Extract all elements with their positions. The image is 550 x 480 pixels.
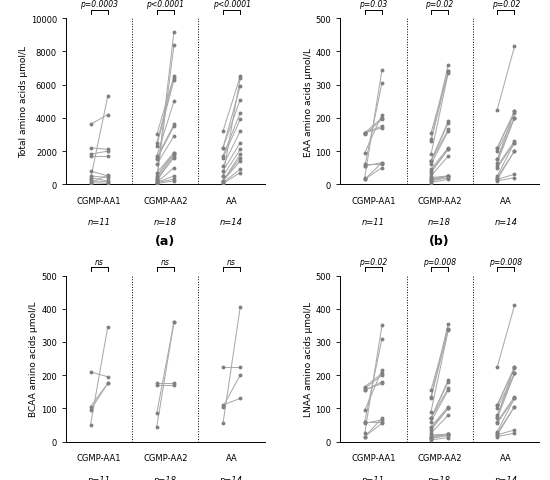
Text: (a): (a)	[155, 235, 175, 248]
Text: p=0.02: p=0.02	[492, 0, 520, 9]
Text: AA: AA	[500, 196, 512, 205]
Text: p=0.03: p=0.03	[359, 0, 388, 9]
Text: ns: ns	[227, 257, 236, 266]
Text: ns: ns	[161, 257, 170, 266]
Text: p<0.0001: p<0.0001	[146, 0, 184, 9]
Text: n=14: n=14	[494, 475, 518, 480]
Text: n=14: n=14	[494, 218, 518, 227]
Y-axis label: EAA amino acids μmol/L: EAA amino acids μmol/L	[304, 48, 312, 156]
Text: CGMP-AA1: CGMP-AA1	[351, 453, 395, 462]
Text: n=11: n=11	[87, 475, 111, 480]
Y-axis label: BCAA amino acids μmol/L: BCAA amino acids μmol/L	[29, 301, 38, 417]
Y-axis label: LNAA amino acids μmol/L: LNAA amino acids μmol/L	[304, 301, 312, 416]
Text: n=18: n=18	[154, 475, 177, 480]
Text: n=18: n=18	[154, 218, 177, 227]
Text: CGMP-AA1: CGMP-AA1	[351, 196, 395, 205]
Text: n=11: n=11	[87, 218, 111, 227]
Text: (b): (b)	[430, 235, 450, 248]
Text: AA: AA	[226, 196, 238, 205]
Text: p<0.0001: p<0.0001	[213, 0, 251, 9]
Text: CGMP-AA1: CGMP-AA1	[77, 196, 122, 205]
Text: CGMP-AA2: CGMP-AA2	[417, 453, 462, 462]
Text: n=18: n=18	[428, 475, 451, 480]
Text: n=14: n=14	[220, 475, 243, 480]
Text: p=0.008: p=0.008	[423, 257, 456, 266]
Text: p=0.02: p=0.02	[426, 0, 454, 9]
Text: p=0.0003: p=0.0003	[80, 0, 118, 9]
Text: AA: AA	[500, 453, 512, 462]
Text: p=0.008: p=0.008	[490, 257, 522, 266]
Text: n=18: n=18	[428, 218, 451, 227]
Text: CGMP-AA2: CGMP-AA2	[143, 196, 188, 205]
Text: CGMP-AA2: CGMP-AA2	[417, 196, 462, 205]
Y-axis label: Total amino acids μmol/L: Total amino acids μmol/L	[19, 46, 28, 158]
Text: CGMP-AA1: CGMP-AA1	[77, 453, 122, 462]
Text: n=14: n=14	[220, 218, 243, 227]
Text: AA: AA	[226, 453, 238, 462]
Text: CGMP-AA2: CGMP-AA2	[143, 453, 188, 462]
Text: p=0.02: p=0.02	[359, 257, 388, 266]
Text: n=11: n=11	[362, 475, 385, 480]
Text: ns: ns	[95, 257, 103, 266]
Text: n=11: n=11	[362, 218, 385, 227]
